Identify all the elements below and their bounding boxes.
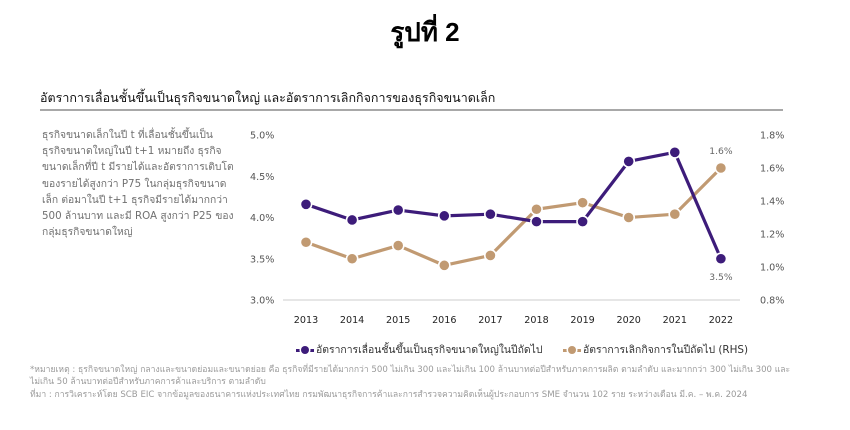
left-axis: 5.0% 4.5% 4.0% 3.5% 3.0% xyxy=(250,131,274,307)
description-line: ของรายได้สูงกว่า P75 ในกลุ่มธุรกิจขนาด xyxy=(42,177,227,190)
data-point xyxy=(345,252,359,266)
footnote-line: ที่มา : การวิเคราะห์โดย SCB EIC จากข้อมู… xyxy=(30,389,748,400)
data-point xyxy=(437,209,451,223)
data-point xyxy=(668,207,682,221)
right-axis-tick: 1.2% xyxy=(760,230,784,241)
x-axis-tick: 2016 xyxy=(432,315,456,326)
legend-dot xyxy=(301,345,309,354)
x-axis-tick: 2022 xyxy=(709,315,733,326)
data-point xyxy=(576,215,589,229)
data-point xyxy=(622,211,636,224)
data-point xyxy=(483,249,497,262)
figure-title: รูปที่ 2 xyxy=(390,17,460,47)
description-line: ธุรกิจขนาดเล็กในปี t ที่เลื่อนชั้นขึ้นเป… xyxy=(42,129,213,141)
legend-dot xyxy=(568,345,576,354)
x-axis-tick: 2013 xyxy=(294,315,318,326)
data-point xyxy=(299,235,313,249)
x-axis-tick: 2018 xyxy=(524,315,548,326)
x-axis-tick: 2017 xyxy=(478,315,502,326)
data-point xyxy=(483,207,497,221)
chart-subtitle: อัตราการเลื่อนชั้นขึ้นเป็นธุรกิจขนาดใหญ่… xyxy=(40,91,496,105)
x-axis-tick: 2014 xyxy=(340,315,364,326)
right-axis-tick: 0.8% xyxy=(760,296,784,307)
data-point xyxy=(714,161,728,175)
x-axis-tick: 2021 xyxy=(663,315,687,326)
left-axis-tick: 4.5% xyxy=(250,172,274,183)
legend-marker-icon xyxy=(563,345,581,355)
chart-description: ธุรกิจขนาดเล็กในปี t ที่เลื่อนชั้นขึ้นเป… xyxy=(42,127,242,240)
left-axis-tick: 4.0% xyxy=(250,213,274,224)
right-axis-tick: 1.6% xyxy=(760,164,784,175)
data-point xyxy=(299,197,313,211)
end-label-series-2: 1.6% xyxy=(709,146,733,157)
footnote-line: *หมายเหตุ : ธุรกิจขนาดใหญ่ กลางและขนาดย่… xyxy=(30,365,791,375)
left-axis-tick: 3.0% xyxy=(250,296,274,307)
series-2 xyxy=(299,161,728,272)
data-point xyxy=(391,239,405,252)
right-axis-tick: 1.8% xyxy=(760,131,784,142)
right-axis-tick: 1.4% xyxy=(760,197,784,208)
data-point xyxy=(437,258,451,272)
data-point xyxy=(391,203,405,217)
data-point xyxy=(345,213,359,227)
x-axis-tick: 2019 xyxy=(570,315,594,326)
description-line: 500 ล้านบาท และมี ROA สูงกว่า P25 ของ xyxy=(42,210,234,223)
data-point xyxy=(530,215,543,229)
left-axis-tick: 3.5% xyxy=(250,254,274,265)
series-layer xyxy=(299,145,728,272)
left-axis-tick: 5.0% xyxy=(250,131,274,142)
footnotes: *หมายเหตุ : ธุรกิจขนาดใหญ่ กลางและขนาดย่… xyxy=(30,364,790,401)
data-point xyxy=(576,196,589,210)
right-axis: 1.8% 1.6% 1.4% 1.2% 1.0% 0.8% xyxy=(760,131,784,307)
data-point xyxy=(622,154,636,168)
right-axis-tick: 1.0% xyxy=(760,263,784,274)
description-line: กลุ่มธุรกิจขนาดใหญ่ xyxy=(42,226,133,239)
legend-item-promotion-rate: อัตราการเลื่อนชั้นขึ้นเป็นธุรกิจขนาดใหญ่… xyxy=(296,341,542,358)
data-point xyxy=(530,202,543,216)
end-label-series-1: 3.5% xyxy=(709,272,733,283)
x-axis-tick: 2020 xyxy=(616,315,640,326)
description-line: ธุรกิจขนาดใหญ่ในปี t+1 หมายถึง ธุรกิจ xyxy=(42,145,222,158)
legend-item-closure-rate: อัตราการเลิกกิจการในปีถัดไป (RHS) xyxy=(563,341,748,358)
legend-label: อัตราการเลิกกิจการในปีถัดไป (RHS) xyxy=(583,344,749,356)
header-rule xyxy=(40,109,783,111)
legend-label: อัตราการเลื่อนชั้นขึ้นเป็นธุรกิจขนาดใหญ่… xyxy=(316,344,543,356)
footnote-line: ไม่เกิน 50 ล้านบาทต่อปีสำหรับภาคการค้าแล… xyxy=(30,377,266,388)
x-axis-tick: 2015 xyxy=(386,315,410,326)
x-axis: 2013 2014 2015 2016 2017 2018 2019 2020 2021 2022 xyxy=(294,315,733,326)
data-point xyxy=(668,145,682,159)
description-line: ขนาดเล็กที่ปี t มีรายได้และอัตราการเติบโ… xyxy=(42,161,234,174)
series-1 xyxy=(299,145,728,266)
data-point xyxy=(714,252,728,266)
description-line: เล็ก ต่อมาในปี t+1 ธุรกิจมีรายได้มากกว่า xyxy=(42,193,228,206)
legend-marker-icon xyxy=(296,345,314,355)
